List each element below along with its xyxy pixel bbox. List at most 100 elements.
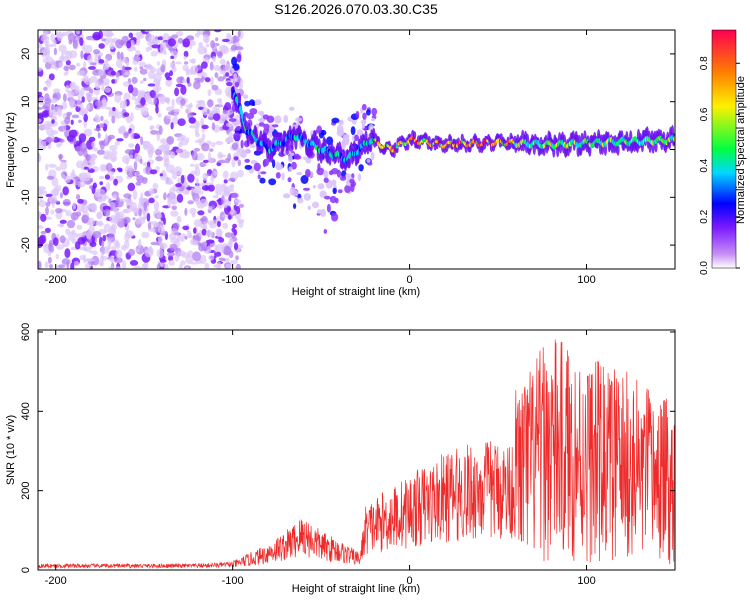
spectrogram-cell	[199, 217, 207, 222]
spectrogram-cell	[209, 148, 214, 152]
spectrogram-cell	[86, 230, 92, 240]
spectrogram-cell	[75, 160, 85, 169]
spectrogram-cell	[155, 104, 159, 114]
spectrogram-cell	[144, 93, 149, 102]
spectrogram-cell	[79, 37, 84, 46]
spectrogram-cell	[92, 31, 101, 41]
x-tick-label: -100	[222, 575, 244, 587]
spectrogram-cell	[116, 138, 124, 142]
spectrogram-cell	[151, 44, 161, 49]
spectrogram-cell	[244, 164, 252, 170]
spectrogram-cell	[207, 89, 212, 97]
spectrogram-cell	[331, 168, 339, 175]
spectrogram-cell	[69, 82, 75, 90]
spectrogram-cell	[195, 132, 201, 138]
spectrogram-cell	[228, 239, 233, 248]
spectrogram-cell	[44, 137, 54, 143]
spectrogram-cell	[213, 65, 221, 71]
spectrogram-cell	[107, 170, 115, 176]
spectrogram-cell	[86, 258, 96, 262]
spectrogram-cell	[64, 248, 71, 259]
spectrogram-cell	[324, 195, 331, 200]
spectrogram-cell	[289, 106, 295, 111]
spectrogram-cell	[76, 224, 83, 230]
spectrogram-cell	[231, 227, 236, 233]
spectrogram-cell	[124, 240, 130, 250]
spectrogram-cell	[199, 198, 209, 208]
spectrogram-cell	[207, 206, 213, 211]
spectrogram-cell	[223, 187, 231, 196]
spectrogram-cell	[283, 193, 291, 199]
spectrogram-cell	[70, 262, 75, 269]
spectrogram-cell	[217, 160, 226, 164]
spectrogram-cell	[231, 142, 239, 150]
spectrogram-cell	[175, 183, 183, 188]
spectrogram-cell	[210, 40, 216, 49]
spectrogram-cell	[100, 254, 104, 263]
spectrogram-cell	[158, 144, 167, 151]
spectrogram-cell	[128, 143, 135, 148]
spectrogram-cell	[105, 57, 109, 67]
spectrogram-cell	[99, 140, 105, 150]
spectrogram-cell	[57, 223, 64, 227]
x-tick-label: 0	[407, 274, 413, 286]
spectrogram-cell	[125, 60, 130, 66]
spectrogram-cell	[138, 91, 146, 96]
spectrogram-cell	[217, 188, 223, 196]
spectrogram-cell	[38, 139, 44, 149]
spectrogram-cell	[44, 227, 51, 233]
spectrogram-cell	[71, 229, 76, 236]
spectrogram-cell	[83, 77, 90, 83]
spectrogram-cell	[64, 175, 71, 183]
spectrogram-cell	[169, 243, 178, 252]
spectrogram-cell	[212, 219, 218, 223]
spectrogram-cell	[48, 110, 52, 117]
spectrogram-cell	[177, 118, 186, 126]
colorbar-tick-label: 0.8	[699, 56, 710, 70]
spectrogram-cell	[234, 114, 241, 119]
spectrogram-cell	[121, 65, 126, 75]
spectrogram-cell	[104, 174, 110, 180]
spectrogram-cell	[62, 93, 67, 102]
spectrogram-cell	[228, 131, 233, 139]
spectrogram-cell	[108, 175, 115, 181]
spectrogram-cell	[152, 182, 159, 190]
spectrogram-cell	[92, 147, 98, 152]
spectrogram-cell	[238, 203, 245, 208]
spectrogram-cell	[82, 172, 92, 182]
spectrogram-cell	[113, 215, 119, 225]
spectrogram-cell	[132, 189, 138, 200]
spectrogram-cell	[67, 32, 76, 42]
spectrogram-cell	[209, 61, 214, 71]
spectrogram-cell	[185, 104, 193, 108]
spectrogram-cell	[155, 156, 163, 162]
spectrogram-cell	[38, 118, 42, 123]
spectrogram-cell	[47, 256, 52, 264]
spectrogram-cell	[230, 185, 235, 193]
spectrogram-cell	[49, 264, 53, 269]
spectrogram-cell	[182, 225, 190, 231]
spectrogram-cell	[326, 203, 331, 213]
spectrogram-cell	[221, 195, 225, 205]
spectrogram-cell	[189, 238, 197, 245]
spectrogram-cell	[174, 253, 180, 262]
spectrogram-cell	[55, 253, 60, 260]
spectrogram-cell	[155, 148, 162, 156]
spectrogram-cell	[93, 49, 100, 55]
spectrogram-cell	[51, 177, 59, 187]
spectrogram-cell	[228, 177, 236, 182]
spectrogram-cell	[77, 198, 84, 204]
spectrogram-cell	[88, 217, 95, 227]
spectrogram-cell	[60, 56, 69, 62]
spectrogram-cell	[233, 73, 238, 81]
spectrogram-cell	[331, 212, 339, 222]
spectrogram-cell	[157, 225, 165, 234]
spectrogram-cell	[83, 128, 93, 137]
spectrogram-cell	[184, 61, 189, 65]
spectrogram-cell	[101, 38, 107, 42]
spectrogram-cell	[237, 92, 242, 106]
spectrogram-cell	[157, 235, 163, 245]
spectrogram-cell	[196, 100, 205, 104]
spectrogram-cell	[233, 242, 239, 251]
